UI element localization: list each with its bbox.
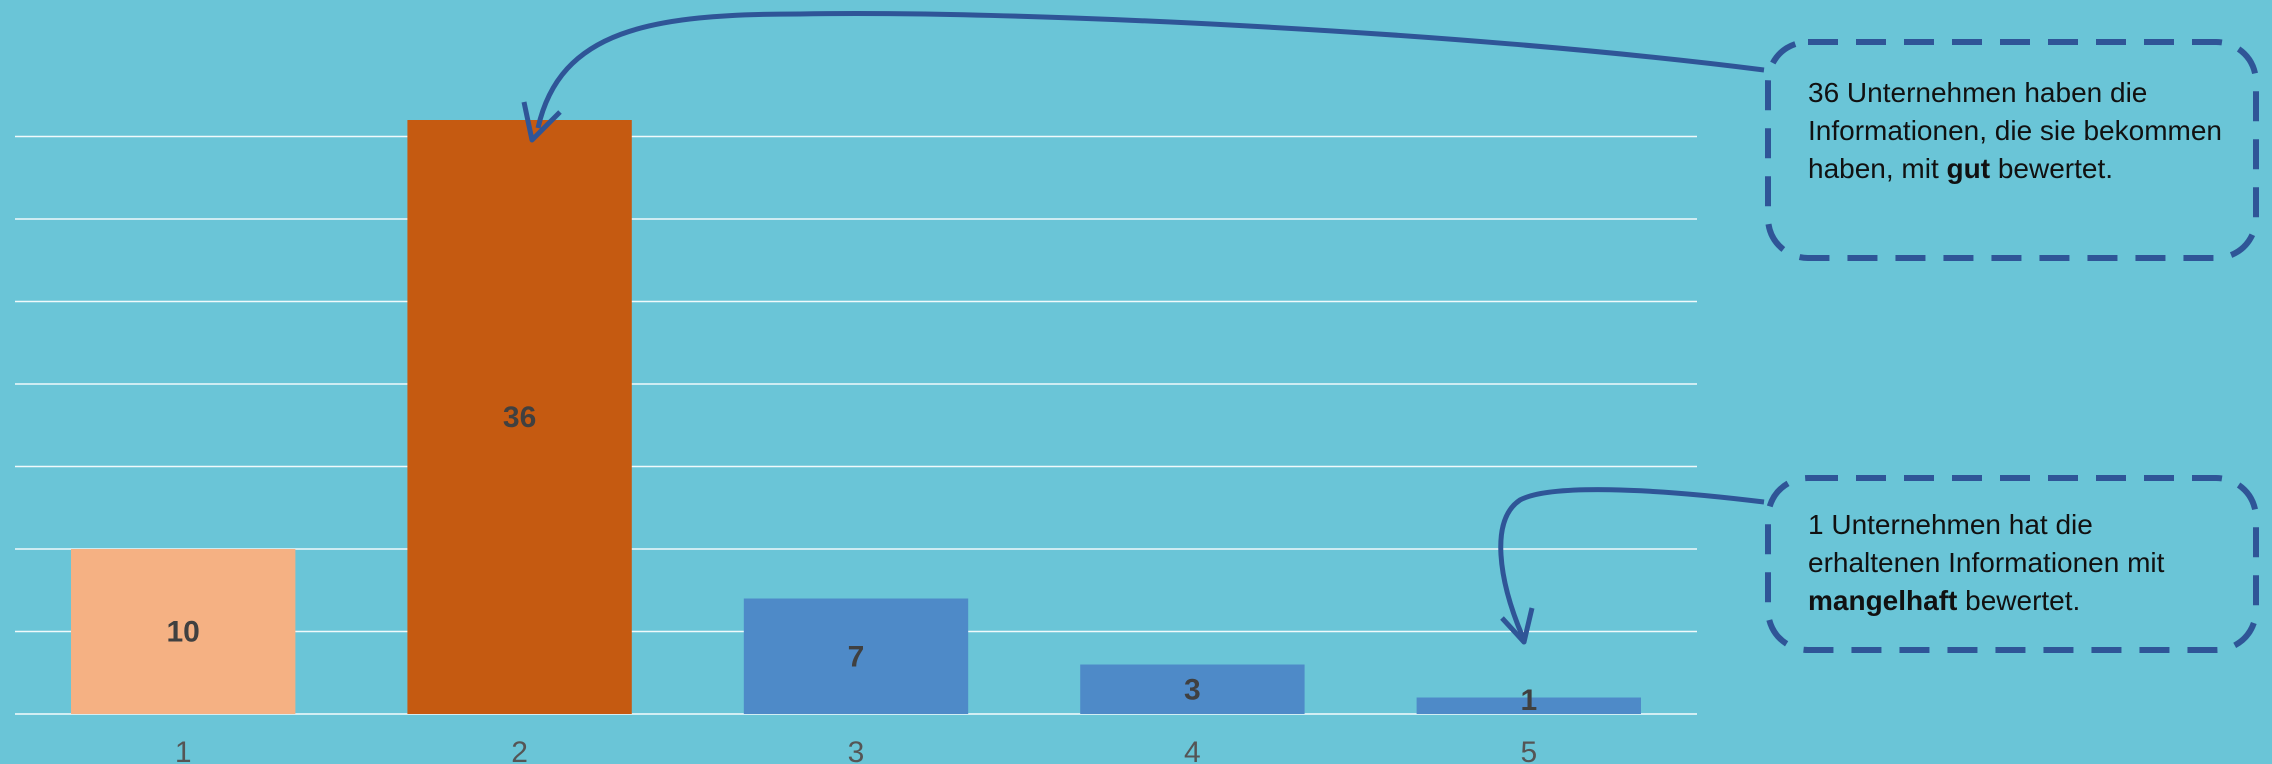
callout-bar-2: 36 Unternehmen haben die Informationen, …	[1808, 74, 2228, 188]
callout-2-bold: mangelhaft	[1808, 585, 1958, 616]
data-label-3: 7	[848, 640, 865, 673]
x-tick-label: 1	[175, 736, 192, 764]
x-tick-label: 3	[848, 736, 865, 764]
bar-4	[1080, 664, 1305, 714]
data-label-2: 36	[503, 401, 536, 434]
x-tick-label: 4	[1184, 736, 1201, 764]
callout-1-border	[1765, 39, 2259, 261]
x-axis-tick-labels: 1 2 3 4 5	[175, 736, 1537, 764]
arrow-to-bar-5	[1498, 487, 1765, 641]
data-label-5: 1	[1520, 684, 1537, 717]
callout-1-text-end: bewertet.	[1990, 153, 2114, 184]
callout-1-text: 36 Unternehmen haben die Informationen, …	[1808, 77, 2222, 184]
bars	[71, 120, 1641, 714]
arrow-head-bar-2	[521, 101, 562, 143]
callout-2-text-end: bewertet.	[1957, 585, 2081, 616]
x-tick-label: 2	[511, 736, 528, 764]
data-labels: 10 36 7 3 1	[167, 401, 1538, 717]
data-label-4: 3	[1184, 673, 1201, 706]
bar-3	[743, 598, 969, 714]
data-label-1: 10	[167, 616, 200, 649]
bar-1	[71, 549, 296, 714]
arrow-head-bar-5	[1500, 607, 1535, 645]
x-tick-label: 5	[1520, 736, 1537, 764]
callout-bar-5: 1 Unternehmen hat die erhaltenen Informa…	[1808, 506, 2228, 620]
callout-2-border	[1765, 475, 2259, 653]
callout-2-text: 1 Unternehmen hat die erhaltenen Informa…	[1808, 509, 2165, 578]
bar-2	[407, 120, 632, 714]
arrow-to-bar-2	[535, 11, 1765, 129]
bar-5	[1416, 697, 1641, 714]
callout-1-bold: gut	[1946, 153, 1991, 184]
